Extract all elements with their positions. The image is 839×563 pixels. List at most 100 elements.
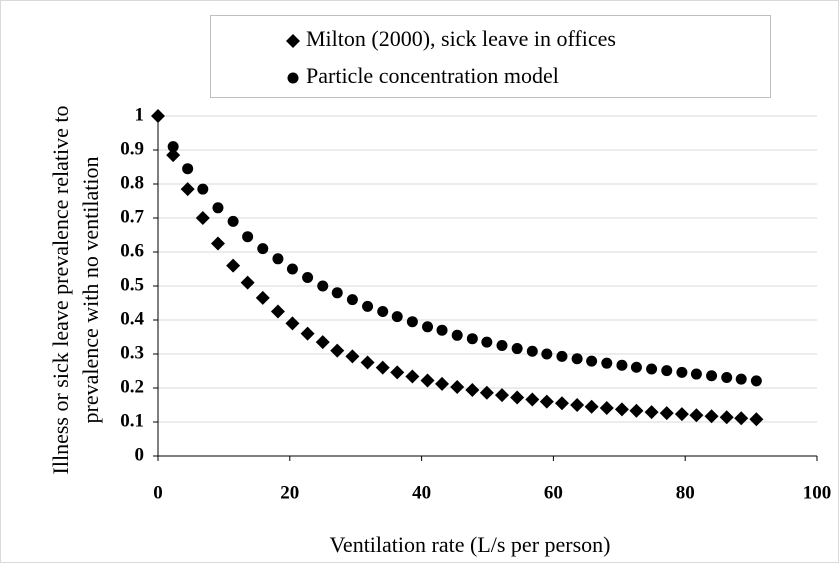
point [377,306,389,317]
point [255,290,270,305]
point [481,336,493,348]
point [375,360,390,375]
point [240,275,255,290]
point [704,409,719,424]
point [616,359,628,371]
y-axis-label: prevalence with no ventilation [78,157,103,424]
point [436,324,448,336]
point [586,355,598,367]
y-tick-label: 0 [135,444,145,465]
x-tick-label: 60 [544,482,563,503]
y-tick-label: 0.9 [120,138,144,159]
point [510,390,525,405]
point [526,345,538,357]
point [571,353,583,365]
x-tick-label: 0 [153,482,163,503]
point [539,394,554,409]
point [496,340,508,351]
point [556,350,568,362]
point [735,373,747,385]
point [227,215,239,227]
point [391,311,403,323]
point [659,406,674,421]
point [420,373,435,388]
y-tick-label: 0.5 [120,274,144,295]
point [197,183,209,195]
y-tick-label: 0.1 [120,410,144,431]
point [721,371,733,383]
point [180,182,195,197]
point [584,399,599,414]
point [390,365,405,380]
point [331,287,343,299]
point [554,396,569,411]
y-tick-label: 0.4 [120,308,144,329]
point [601,357,613,369]
point [676,366,688,378]
point [405,369,420,384]
point [599,401,614,416]
y-tick-label: 0.3 [120,342,144,363]
point [257,243,269,255]
point [360,355,375,370]
x-axis-label: Ventilation rate (L/s per person) [329,532,610,557]
point [345,349,360,364]
point [210,236,225,251]
point [541,348,553,360]
legend-box [210,15,771,98]
point [195,211,210,225]
point [661,365,673,377]
point [362,300,374,312]
x-tick-label: 80 [676,482,695,503]
x-tick-label: 40 [412,482,431,503]
point [226,258,241,273]
point [212,202,224,214]
y-tick-label: 0.7 [120,206,144,227]
point [166,148,181,163]
legend-label: Particle concentration model [306,63,559,88]
point [614,402,629,417]
y-tick-label: 0.6 [120,240,144,261]
y-axis-label: Illness or sick leave prevalence relativ… [48,106,73,475]
point [167,141,179,153]
point [690,368,702,380]
point [629,403,644,418]
point [646,363,658,375]
x-tick-label: 100 [803,482,832,503]
point [270,304,285,319]
point [242,231,254,243]
point [734,411,749,426]
legend-marker [287,72,299,84]
point [451,329,463,341]
y-tick-label: 0.2 [120,376,144,397]
point [689,408,704,423]
legend-label: Milton (2000), sick leave in offices [306,26,616,51]
point [466,333,478,345]
point [465,383,480,398]
legend-marker [286,34,300,48]
point [435,376,450,391]
point [674,407,689,422]
y-tick-label: 1 [135,104,145,125]
point [182,163,194,175]
point [422,321,434,333]
point [300,326,315,341]
point [450,379,465,394]
point [706,370,718,382]
point [317,280,329,292]
point [570,398,585,412]
point [644,405,659,420]
point [272,253,284,265]
point [346,294,358,306]
x-tick-label: 20 [280,482,299,503]
point [630,361,642,373]
y-tick-label: 0.8 [120,172,144,193]
point [525,392,540,407]
point [151,109,165,123]
point [749,412,764,427]
point [286,263,298,275]
point [406,316,418,328]
point [511,343,523,355]
point [750,375,762,387]
